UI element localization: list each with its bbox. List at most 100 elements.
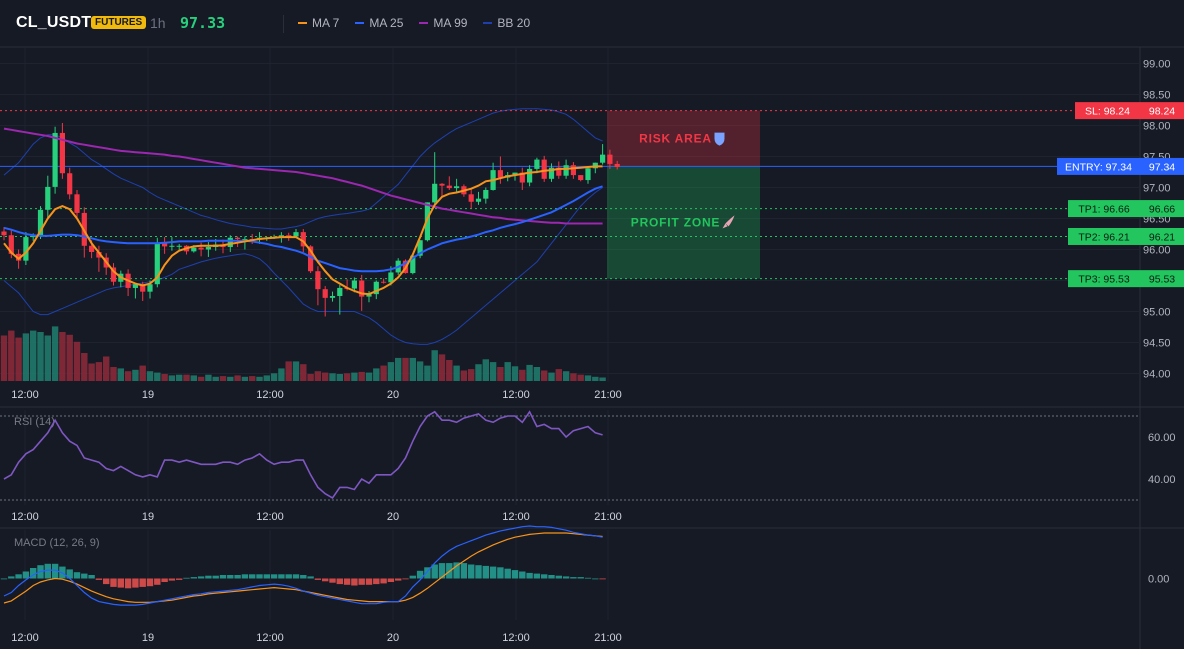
macd-histogram-bar: [592, 578, 599, 580]
candle-body: [468, 194, 474, 202]
y-tick-label: 98.00: [1143, 121, 1171, 133]
y-tick-label: 97.00: [1143, 183, 1171, 195]
level-tag: [1068, 270, 1140, 288]
macd-histogram-bar: [190, 577, 197, 579]
timeframe-label[interactable]: 1h: [150, 15, 166, 31]
y-tick-label: 94.00: [1143, 369, 1171, 381]
macd-histogram-bar: [292, 574, 300, 579]
axis-price-label: 97.34: [1149, 161, 1175, 173]
macd-histogram-bar: [577, 577, 584, 579]
candle-body: [132, 284, 138, 288]
symbol-label[interactable]: CL_USDT: [16, 14, 92, 31]
volume-bar: [117, 368, 124, 381]
macd-histogram-bar: [249, 574, 256, 579]
volume-bar: [373, 368, 380, 381]
volume-bar: [73, 341, 81, 381]
macd-histogram-bar: [504, 568, 511, 579]
macd-histogram-bar: [30, 568, 37, 579]
level-tag: [1068, 227, 1140, 245]
macd-histogram-bar: [44, 563, 51, 579]
macd-histogram-bar: [584, 577, 592, 579]
volume-bar: [468, 369, 475, 381]
x-tick-label: 21:00: [594, 389, 622, 401]
volume-bar: [88, 363, 95, 381]
rsi-line: [3, 410, 603, 499]
candle-body: [541, 159, 547, 179]
macd-histogram-bar: [227, 575, 234, 579]
macd-histogram-bar: [387, 578, 395, 582]
candle-body: [147, 284, 153, 292]
candle-body: [89, 245, 95, 252]
volume-bar: [8, 330, 15, 381]
candle-body: [8, 235, 14, 254]
macd-histogram-bar: [424, 567, 431, 579]
volume-bar: [599, 377, 606, 381]
volume-bar: [592, 376, 599, 381]
volume-bar: [409, 357, 416, 381]
macd-histogram-bar: [270, 574, 278, 579]
candle-body: [534, 159, 540, 169]
macd-histogram-bar: [278, 574, 285, 579]
candle-body: [235, 237, 241, 239]
macd-histogram-bar: [146, 578, 154, 587]
macd-histogram-bar: [409, 575, 416, 579]
macd-histogram-bar: [373, 578, 380, 585]
candle-body: [169, 245, 175, 247]
volume-bar: [475, 364, 482, 381]
volume-bar: [395, 357, 402, 381]
legend-ma99[interactable]: MA 99: [419, 16, 467, 30]
axis-price-tag: [1140, 102, 1184, 120]
macd-histogram-bar: [358, 578, 365, 585]
candle-body: [548, 167, 555, 179]
volume-bar: [249, 376, 256, 381]
bb-upper-line: [3, 108, 603, 230]
macd-histogram-bar: [511, 570, 519, 579]
macd-histogram-bar: [124, 578, 132, 589]
candle-body: [293, 232, 299, 237]
chart-header: CL_USDT FUTURES 1h 97.33 MA 7 MA 25 MA 9…: [0, 0, 1184, 46]
candle-body: [381, 281, 387, 283]
candle-body: [410, 255, 416, 274]
volume-bar: [497, 367, 504, 381]
macd-histogram-bar: [300, 575, 307, 579]
candle-body: [556, 167, 562, 176]
volume-bar: [402, 357, 409, 381]
y-tick-label: 99.00: [1143, 59, 1171, 71]
candle-body: [67, 173, 73, 195]
macd-histogram-bar: [51, 563, 59, 579]
macd-histogram-bar: [453, 562, 460, 579]
volume-bar: [95, 362, 103, 381]
macd-histogram-bar: [219, 575, 227, 579]
x-tick-label: 19: [142, 511, 154, 523]
volume-bar: [387, 362, 395, 381]
macd-title: MACD (12, 26, 9): [14, 537, 100, 549]
x-tick-label: 12:00: [256, 389, 284, 401]
volume-bar: [519, 369, 526, 381]
volume-bar: [329, 373, 336, 381]
macd-histogram-bar: [285, 574, 292, 579]
candle-body: [424, 202, 430, 241]
y-tick-label: 98.50: [1143, 90, 1171, 102]
x-tick-label: 12:00: [11, 389, 39, 401]
macd-histogram-bar: [431, 564, 438, 579]
candle-body: [585, 168, 591, 181]
legend-ma25[interactable]: MA 25: [355, 16, 403, 30]
macd-histogram-bar: [139, 578, 146, 587]
volume-bar: [438, 354, 446, 381]
volume-bar: [300, 364, 307, 381]
x-tick-label: 19: [142, 632, 154, 644]
x-tick-label: 12:00: [502, 632, 530, 644]
macd-histogram-bar: [0, 578, 8, 580]
volume-bar: [424, 365, 431, 381]
volume-bar: [139, 365, 146, 381]
x-tick-label: 12:00: [11, 511, 39, 523]
legend-bb20[interactable]: BB 20: [483, 16, 530, 30]
volume-bar: [168, 375, 176, 381]
legend-ma7[interactable]: MA 7: [298, 16, 339, 30]
candle-body: [388, 272, 394, 283]
candle-body: [45, 186, 51, 210]
candle-body: [300, 232, 306, 247]
candle-body: [154, 243, 160, 285]
x-tick-label: 21:00: [594, 632, 622, 644]
